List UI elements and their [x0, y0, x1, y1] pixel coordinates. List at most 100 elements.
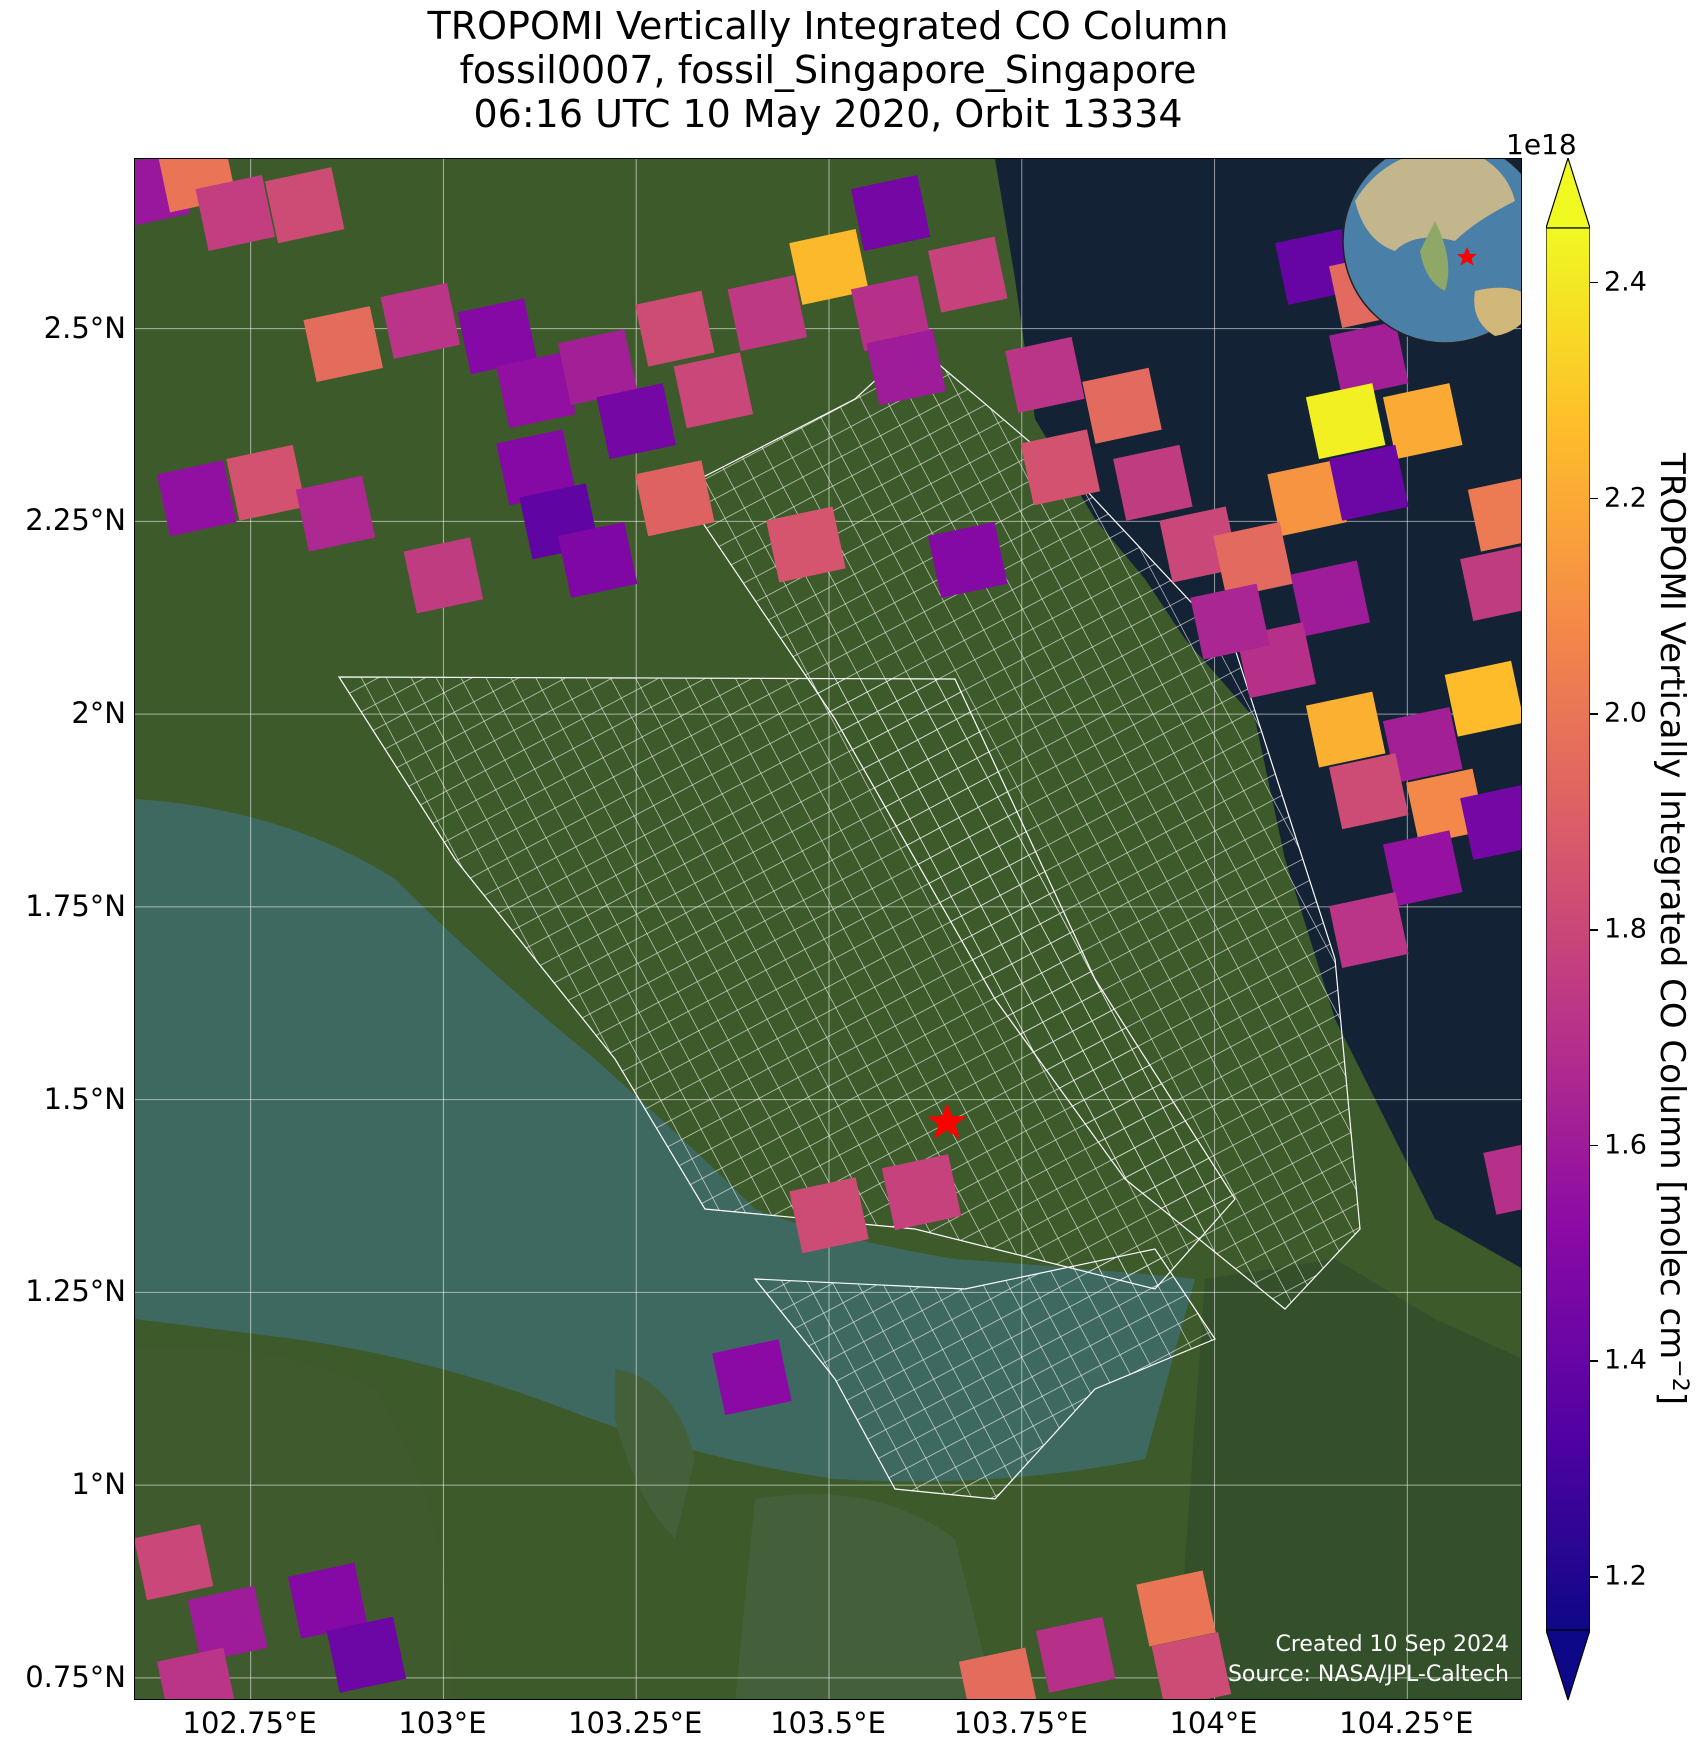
co-pixel: [295, 475, 376, 552]
co-pixel: [1483, 1138, 1521, 1215]
footprint-grid-band-3: [753, 1248, 1216, 1500]
co-pixel: [881, 1154, 962, 1231]
chart-title-line-3: 06:16 UTC 10 May 2020, Orbit 13334: [473, 92, 1183, 136]
x-tick-label: 104°E: [1169, 1706, 1258, 1740]
colorbar-tick-label: 1.6: [1604, 1129, 1647, 1161]
colorbar-gradient: [1546, 227, 1590, 1631]
co-pixel: [496, 429, 576, 506]
chart-title-line-2: fossil0007, fossil_Singapore_Singapore: [459, 48, 1197, 92]
co-pixel: [557, 521, 638, 598]
co-pixel: [850, 275, 931, 352]
colorbar-tick-mark: [1590, 281, 1598, 284]
colorbar-tick-mark: [1590, 929, 1598, 931]
co-pixel: [1136, 1570, 1216, 1647]
co-pixel: [712, 1339, 792, 1416]
co-pixel: [496, 352, 576, 429]
co-pixel: [156, 460, 237, 537]
co-pixel: [1005, 336, 1085, 413]
co-pixel: [264, 167, 345, 244]
colorbar-tick-mark: [1590, 1360, 1598, 1362]
credit-source: Source: NASA/JPL-Caltech: [1227, 1662, 1509, 1687]
co-pixel: [1035, 1616, 1116, 1693]
land-ne: [1175, 1259, 1521, 1699]
x-tick-label: 103.75°E: [953, 1706, 1088, 1740]
y-tick-label: 1.25°N: [25, 1274, 126, 1309]
colorbar-tick-mark: [1590, 1144, 1598, 1147]
colorbar-extend-min-triangle: [1546, 1629, 1590, 1700]
co-pixel: [135, 1524, 214, 1601]
co-pixel: [1329, 321, 1409, 398]
co-pixel: [1151, 1632, 1232, 1699]
y-tick-label: 1°N: [71, 1467, 126, 1502]
colorbar-exponent: 1e18: [1506, 128, 1577, 161]
co-pixel: [457, 298, 538, 375]
co-pixel-layer: [135, 159, 1521, 1699]
co-pixel: [1382, 383, 1463, 460]
co-pixel: [789, 1177, 869, 1254]
co-pixel: [1290, 560, 1370, 637]
y-tick-label: 2.5°N: [43, 310, 126, 345]
colorbar-tick-mark: [1590, 713, 1598, 715]
co-pixel: [1329, 444, 1409, 521]
chart-title-line-1: TROPOMI Vertically Integrated CO Column: [427, 4, 1229, 48]
co-pixel: [727, 275, 808, 352]
co-pixel: [326, 1616, 407, 1693]
co-pixel: [766, 506, 846, 583]
x-tick-label: 104.25°E: [1339, 1706, 1474, 1740]
co-pixel: [1329, 892, 1409, 968]
co-pixel: [195, 174, 276, 251]
co-pixel: [288, 1562, 368, 1639]
co-pixel: [1267, 460, 1347, 537]
co-pixel: [850, 174, 931, 251]
co-pixel: [1159, 506, 1239, 583]
co-pixel: [1113, 444, 1193, 521]
y-tick-label: 1.75°N: [25, 888, 126, 923]
co-pixel: [380, 282, 461, 359]
co-pixel: [1467, 475, 1521, 552]
co-pixel: [1382, 830, 1463, 907]
co-pixel: [673, 352, 754, 429]
co-pixel: [1082, 367, 1162, 444]
co-pixel: [1406, 768, 1486, 845]
colorbar: [1546, 158, 1590, 1700]
credit-created-date: Created 10 Sep 2024: [1275, 1632, 1510, 1657]
co-pixel: [1305, 691, 1386, 768]
co-pixel: [635, 460, 715, 537]
co-pixel: [156, 1647, 237, 1699]
co-pixel: [958, 1647, 1039, 1699]
co-pixel: [928, 521, 1008, 598]
x-tick-label: 103.25°E: [568, 1706, 703, 1740]
x-tick-label: 103°E: [398, 1706, 487, 1740]
map-canvas[interactable]: [135, 159, 1522, 1700]
co-pixel: [403, 537, 484, 614]
inset-globe: [1342, 159, 1521, 344]
colorbar-extend-max-triangle: [1546, 158, 1590, 229]
colorbar-tick-label: 2.0: [1604, 697, 1647, 729]
co-pixel: [596, 383, 676, 460]
colorbar-tick-mark: [1590, 497, 1598, 500]
colorbar-tick-mark: [1590, 1576, 1598, 1578]
co-pixel: [187, 1585, 268, 1662]
map-panel[interactable]: Created 10 Sep 2024 Source: NASA/JPL-Cal…: [134, 158, 1522, 1700]
y-tick-label: 0.75°N: [25, 1659, 126, 1694]
y-tick-label: 2°N: [71, 696, 126, 731]
co-pixel: [1305, 383, 1386, 460]
colorbar-tick-label: 1.4: [1604, 1344, 1647, 1376]
co-pixel: [1190, 583, 1270, 660]
co-pixel: [1460, 784, 1521, 861]
x-tick-label: 103.5°E: [770, 1706, 886, 1740]
target-location-star-icon[interactable]: [927, 1103, 967, 1139]
co-pixel: [1020, 429, 1101, 506]
co-pixel: [789, 228, 869, 305]
colorbar-tick-label: 2.4: [1604, 266, 1647, 298]
colorbar-label: TROPOMI Vertically Integrated CO Column …: [1651, 453, 1693, 1405]
co-pixel: [226, 444, 306, 521]
co-pixel: [928, 236, 1008, 313]
co-pixel: [303, 306, 383, 383]
co-pixel: [557, 329, 638, 406]
co-pixel: [1329, 753, 1409, 830]
colorbar-tick-label: 2.2: [1604, 482, 1647, 514]
x-tick-label: 102.75°E: [182, 1706, 317, 1740]
co-pixel: [1382, 706, 1463, 783]
colorbar-tick-label: 1.8: [1604, 913, 1647, 945]
